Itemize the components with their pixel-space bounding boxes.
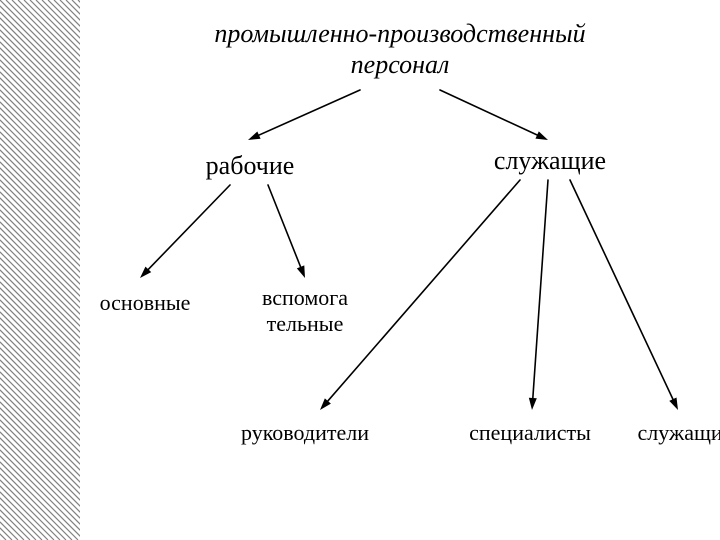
- node-main: основные: [100, 290, 191, 316]
- node-specialists: специалисты: [469, 420, 591, 446]
- decorative-hatch-band: [0, 0, 80, 540]
- hatch-pattern: [0, 0, 80, 540]
- arrow-layer: [80, 0, 720, 540]
- diagram-canvas: промышленно-производственный персонал ра…: [80, 0, 720, 540]
- node-employees2: служащие: [638, 420, 720, 446]
- node-aux: вспомога тельные: [262, 285, 348, 338]
- node-managers: руководители: [241, 420, 369, 446]
- node-employees: служащие: [494, 145, 606, 176]
- node-workers: рабочие: [206, 150, 295, 181]
- node-root: промышленно-производственный персонал: [214, 18, 585, 80]
